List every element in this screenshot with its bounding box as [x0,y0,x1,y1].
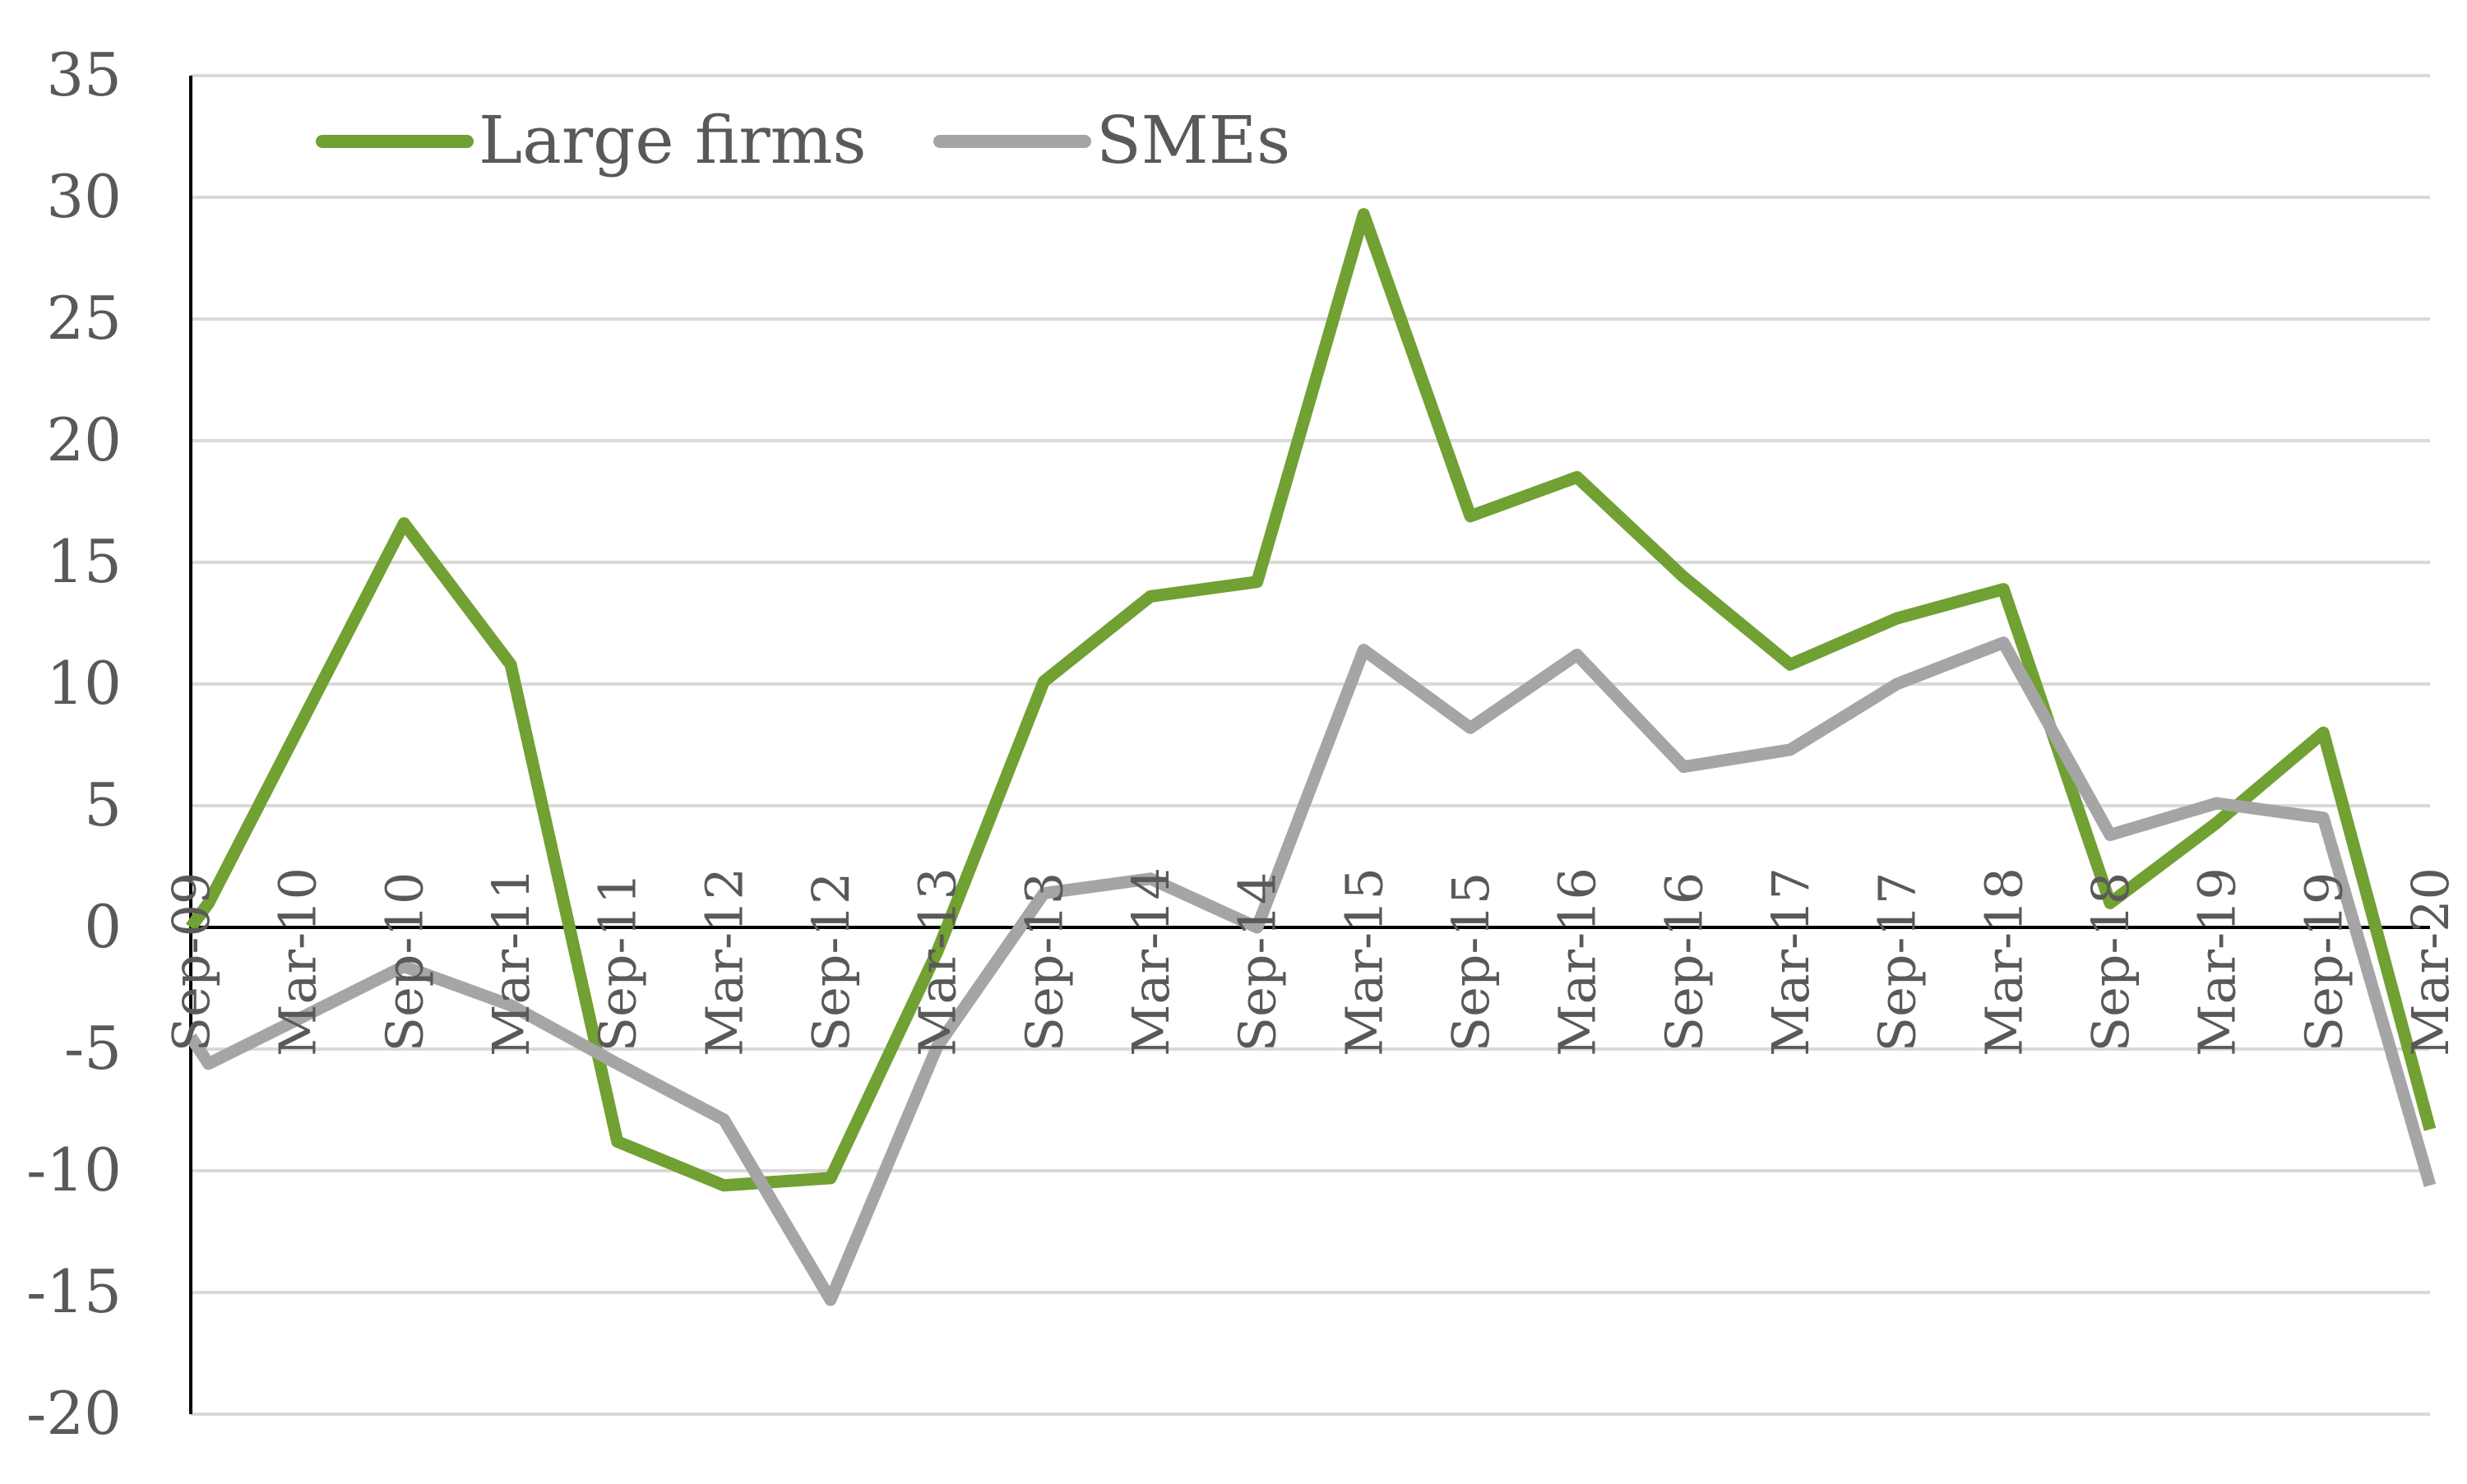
legend: Large firms SMEs [316,102,1290,178]
x-tick-label: Mar-19 [2187,867,2247,1056]
x-tick-label: Mar-17 [1761,867,1821,1056]
x-tick-label: Sep-16 [1654,872,1714,1052]
y-tick-label: 35 [46,40,122,109]
gridlines [191,74,2430,1416]
y-tick-label: 20 [46,405,122,474]
x-tick-label: Mar-16 [1548,867,1608,1056]
x-tick-label: Mar-15 [1334,867,1394,1056]
x-tick-label: Mar-20 [2400,867,2460,1056]
y-tick-label: -10 [26,1135,122,1204]
x-tick-label: Sep-11 [588,872,648,1052]
y-tick-label: 25 [46,284,122,353]
y-tick-label: -20 [26,1379,122,1448]
x-tick-label: Sep-18 [2081,872,2141,1052]
legend-label-large-firms: Large firms [479,102,867,178]
x-tick-label: Mar-18 [1974,867,2034,1056]
x-tick-label: Sep-15 [1441,872,1501,1052]
legend-label-smes: SMEs [1096,102,1290,178]
x-tick-label: Sep-09 [161,872,221,1052]
y-tick-label: 0 [84,892,122,961]
y-tick-label: 5 [84,770,122,839]
x-tick-label: Mar-10 [268,867,328,1056]
series-lines [185,208,2437,1306]
x-tick-label: Mar-11 [481,867,541,1056]
x-tick-label: Sep-19 [2293,872,2354,1052]
y-axis-tick-labels: 35 30 25 20 15 10 5 0 -5 -10 -15 -20 [26,40,122,1448]
x-axis-tick-labels: Sep-09 Mar-10 Sep-10 Mar-11 Sep-11 Mar-12 Sep-… [161,867,2460,1056]
series-line-smes [185,636,2437,1306]
y-tick-label: 30 [46,162,122,231]
x-tick-label: Mar-13 [908,867,968,1056]
x-tick-label: Sep-10 [374,872,434,1052]
x-tick-label: Sep-14 [1228,872,1288,1052]
y-tick-label: 10 [46,649,122,718]
x-tick-label: Mar-12 [694,867,754,1056]
x-tick-label: Sep-13 [1014,872,1074,1052]
x-tick-label: Sep-12 [801,872,861,1052]
y-tick-label: -15 [26,1257,122,1326]
y-tick-label: 15 [46,527,122,596]
y-tick-label: -5 [64,1014,122,1083]
x-tick-label: Sep-17 [1868,872,1928,1052]
x-tick-label: Mar-14 [1121,867,1181,1056]
